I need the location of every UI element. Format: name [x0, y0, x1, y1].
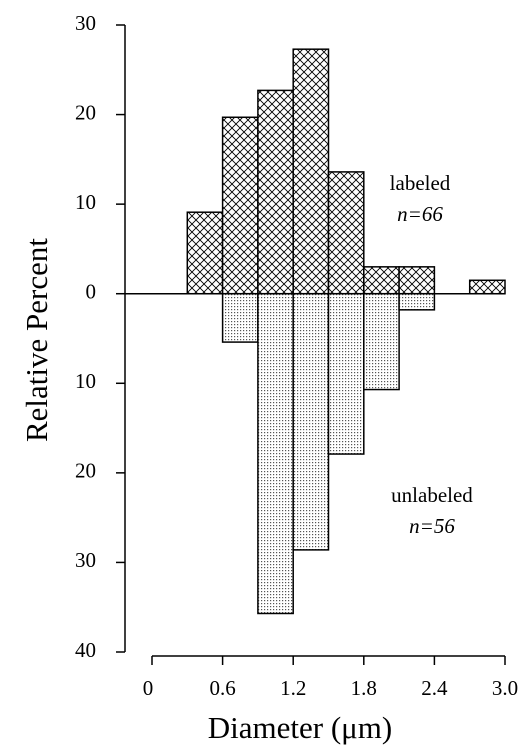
bar: [221, 292, 259, 343]
y-tick-label: 20: [75, 100, 96, 124]
y-tick-label: 40: [75, 638, 96, 662]
x-tick-label: 2.4: [421, 676, 448, 700]
y-tick-label: 20: [75, 459, 96, 483]
bar: [398, 266, 436, 295]
annotation: labeled: [390, 171, 451, 195]
x-tick-label: 3.0: [492, 676, 518, 700]
x-tick-label: 0.6: [209, 676, 235, 700]
x-axis-label: Diameter (μm): [208, 710, 392, 745]
x-tick-label: 1.8: [351, 676, 377, 700]
bar: [363, 266, 400, 295]
bar: [257, 89, 294, 295]
annotation-n: n=66: [397, 202, 443, 226]
y-tick-label: 0: [86, 280, 97, 304]
bar: [398, 292, 436, 311]
bar: [257, 292, 294, 615]
annotation: unlabeled: [391, 483, 473, 507]
bar: [186, 211, 224, 295]
bar: [292, 292, 330, 551]
x-tick-label: 0: [143, 676, 154, 700]
bar: [292, 48, 330, 295]
y-tick-label: 30: [75, 548, 96, 572]
bar: [327, 171, 365, 295]
bar: [221, 116, 259, 295]
bar: [468, 279, 506, 295]
x-tick-label: 1.2: [280, 676, 306, 700]
y-tick-label: 30: [75, 11, 96, 35]
bar: [327, 292, 365, 455]
bar: [363, 292, 400, 391]
annotation-n: n=56: [409, 514, 455, 538]
y-tick-label: 10: [75, 190, 96, 214]
y-tick-label: 10: [75, 369, 96, 393]
y-axis-label: Relative Percent: [19, 238, 54, 442]
